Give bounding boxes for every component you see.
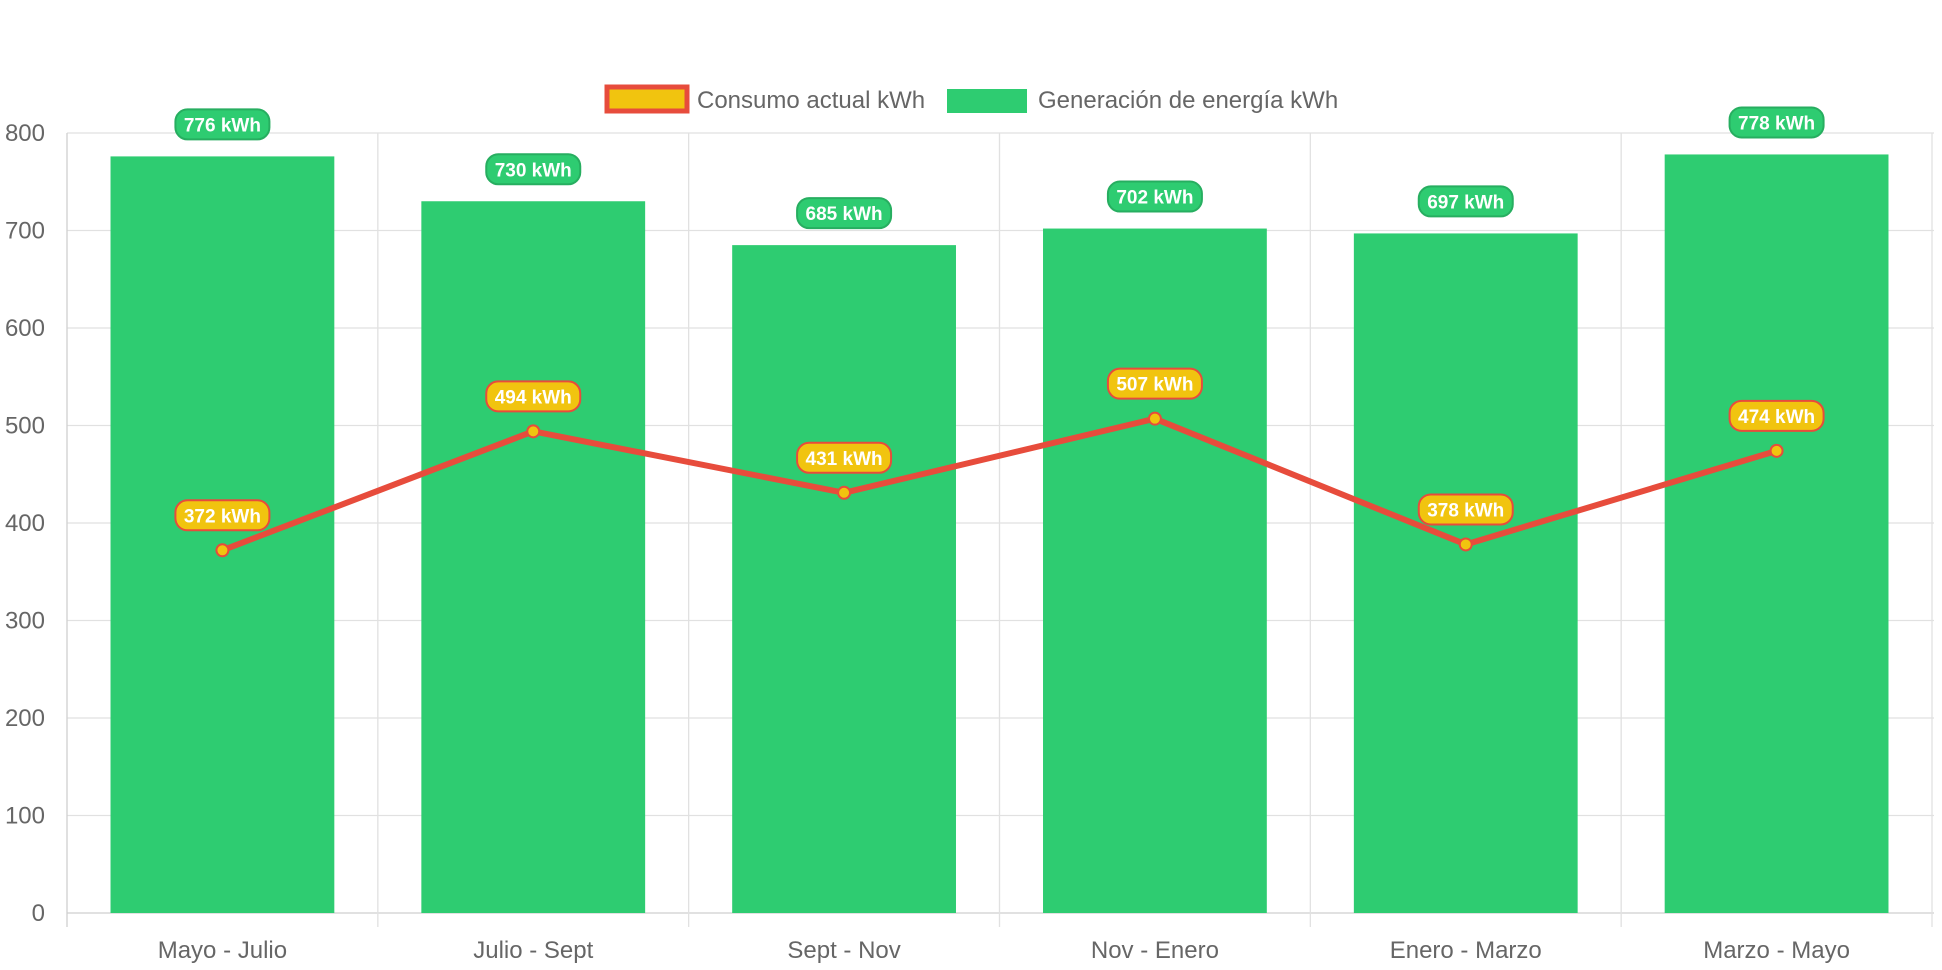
data-label-generation-badge [1106, 180, 1203, 213]
data-label-consumption: 474 kWh [1728, 399, 1825, 432]
grid-lines [66, 132, 1934, 927]
y-tick-label: 100 [5, 803, 45, 830]
bar-generation[interactable] [1043, 228, 1267, 914]
legend-swatch-consumption [604, 84, 690, 114]
data-label-generation: 685 kWh [796, 197, 893, 230]
data-label-consumption-badge [485, 380, 582, 413]
data-label-generation: 697 kWh [1417, 185, 1514, 218]
data-label-generation: 730 kWh [485, 153, 582, 186]
legend-swatch-generation [947, 89, 1027, 113]
data-label-consumption-text: 494 kWh [495, 387, 572, 408]
data-label-generation: 702 kWh [1106, 180, 1203, 213]
data-label-consumption: 431 kWh [796, 441, 893, 474]
data-label-generation-text: 730 kWh [495, 160, 572, 181]
point-consumption[interactable] [1769, 443, 1784, 458]
x-tick-label: Marzo - Mayo [1703, 937, 1850, 964]
legend-item-generation[interactable]: Generación de energía kWh [947, 87, 1338, 114]
x-tick-label: Mayo - Julio [158, 937, 287, 964]
data-label-generation-badge [485, 153, 582, 186]
data-label-consumption: 494 kWh [485, 380, 582, 413]
y-tick-label: 800 [5, 120, 45, 147]
data-label-consumption: 372 kWh [174, 499, 271, 532]
y-tick-label: 200 [5, 705, 45, 732]
point-consumption[interactable] [1147, 411, 1162, 426]
data-label-consumption-badge [174, 499, 271, 532]
y-tick-label: 400 [5, 510, 45, 537]
bar-generation[interactable] [1664, 154, 1889, 913]
data-label-generation: 778 kWh [1728, 106, 1825, 139]
x-tick-label: Enero - Marzo [1390, 937, 1542, 964]
bar-generation[interactable] [110, 156, 335, 913]
y-tick-label: 300 [5, 608, 45, 635]
data-label-consumption-text: 431 kWh [806, 449, 883, 470]
data-label-generation-badge [1728, 106, 1825, 139]
consumption-line [221, 415, 1778, 554]
data-label-generation-text: 697 kWh [1427, 192, 1504, 213]
data-label-consumption: 507 kWh [1106, 367, 1203, 400]
data-label-generation-text: 685 kWh [806, 204, 883, 225]
y-tick-label: 700 [5, 218, 45, 245]
data-label-generation-text: 702 kWh [1116, 188, 1193, 209]
bar-generation[interactable] [421, 201, 646, 913]
data-label-generation: 776 kWh [174, 108, 271, 141]
y-tick-label: 600 [5, 315, 45, 342]
data-label-generation-text: 776 kWh [184, 115, 261, 136]
data-label-consumption-text: 474 kWh [1738, 407, 1815, 428]
bar-generation[interactable] [1353, 233, 1578, 914]
data-labels: 776 kWh 730 kWh 685 kWh 702 kWh 697 kWh 778 k… [174, 106, 1825, 532]
data-label-generation-badge [1417, 185, 1514, 218]
line-consumption [215, 411, 1784, 558]
bars-generation [110, 154, 1889, 914]
point-consumption[interactable] [1458, 537, 1473, 552]
data-label-consumption-badge [1728, 399, 1825, 432]
y-tick-label: 0 [32, 900, 45, 927]
legend-label-consumption: Consumo actual kWh [697, 87, 925, 114]
data-label-consumption-text: 372 kWh [184, 506, 261, 527]
data-label-consumption-badge [796, 441, 893, 474]
axes: 0 100 200 300 400 500 600 700 800 Mayo - Julio Jul… [5, 120, 1850, 964]
bar-generation[interactable] [732, 245, 956, 913]
legend-item-consumption[interactable]: Consumo actual kWh [604, 84, 925, 114]
point-consumption[interactable] [215, 543, 230, 558]
data-label-consumption-text: 507 kWh [1116, 375, 1193, 396]
y-tick-label: 500 [5, 413, 45, 440]
x-tick-label: Julio - Sept [473, 937, 593, 964]
x-tick-label: Nov - Enero [1091, 937, 1219, 964]
legend-label-generation: Generación de energía kWh [1038, 87, 1338, 114]
data-label-consumption-text: 378 kWh [1427, 500, 1504, 521]
legend[interactable]: Consumo actual kWh Generación de energía… [604, 84, 1338, 114]
data-label-generation-badge [174, 108, 271, 141]
data-label-generation-text: 778 kWh [1738, 113, 1815, 134]
data-label-consumption-badge [1417, 493, 1514, 526]
point-consumption[interactable] [526, 424, 541, 439]
data-label-consumption: 378 kWh [1417, 493, 1514, 526]
data-label-consumption-badge [1106, 367, 1203, 400]
x-tick-label: Sept - Nov [787, 937, 900, 964]
point-consumption[interactable] [837, 485, 852, 500]
data-label-generation-badge [796, 197, 893, 230]
